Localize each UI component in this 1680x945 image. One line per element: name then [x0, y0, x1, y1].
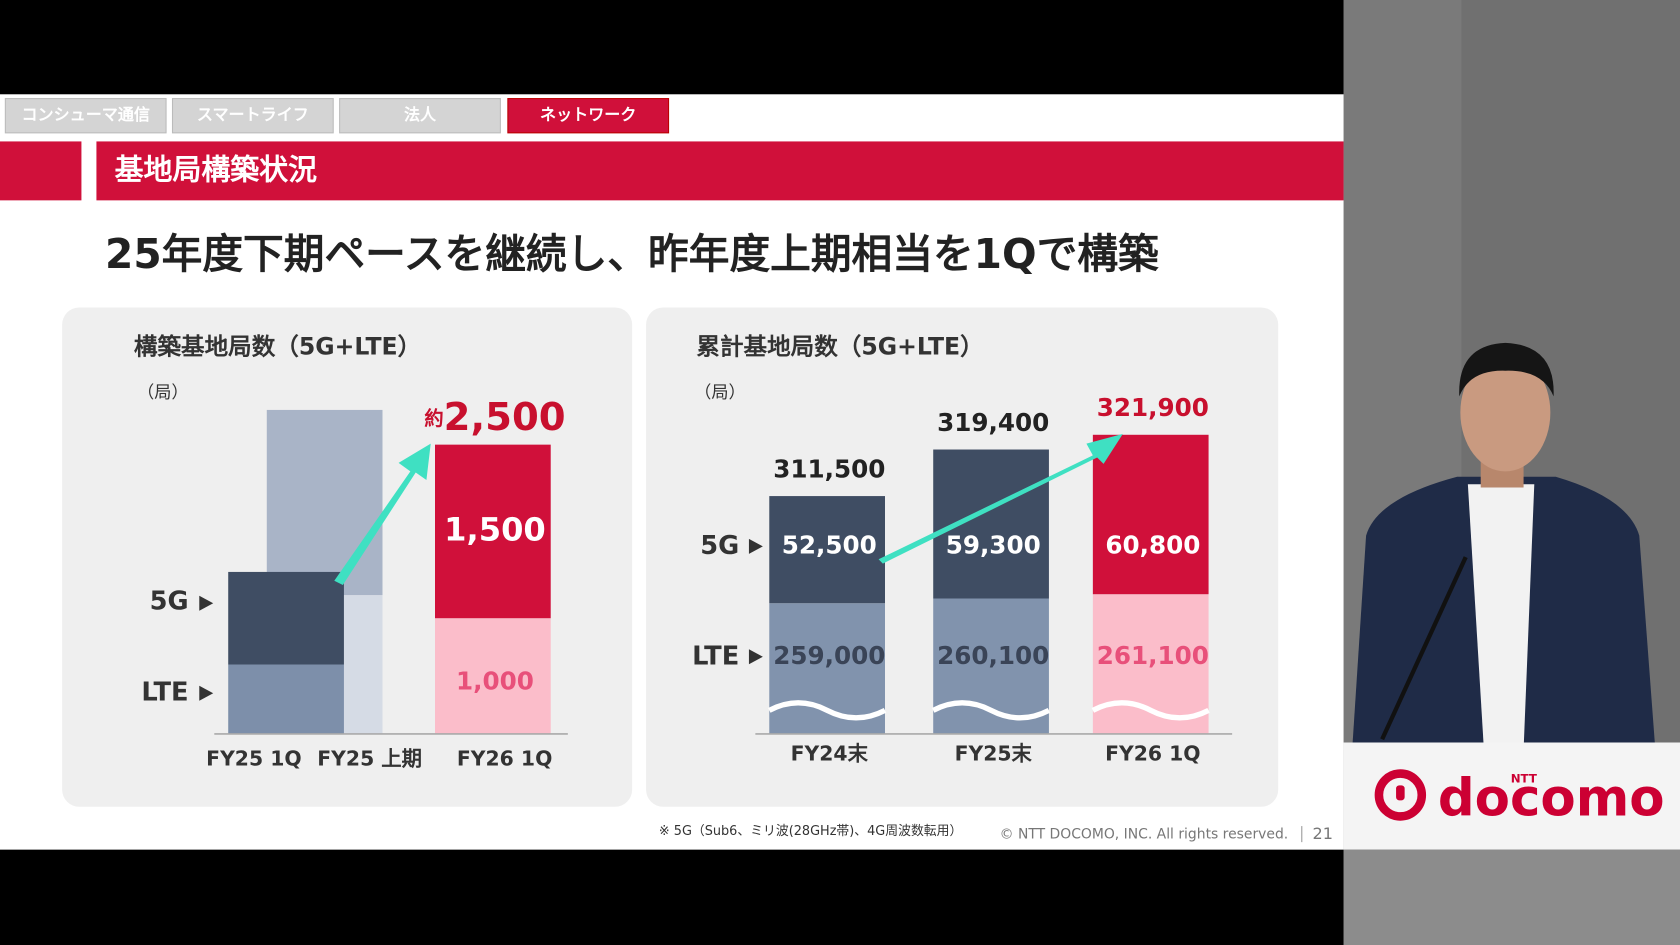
tab[interactable]: [507, 98, 670, 134]
x-tick-label: FY26 1Q: [1105, 741, 1200, 765]
bar-segment: [933, 449, 1049, 599]
legend-arrow: [199, 595, 214, 611]
legend-label: LTE: [141, 678, 188, 708]
logo-parent: NTT: [1511, 771, 1537, 785]
axis-break: [768, 700, 887, 721]
legend-arrow: [748, 538, 763, 554]
value-label: 259,000: [773, 641, 885, 670]
axis-break: [1091, 700, 1210, 721]
arrows: [334, 433, 1123, 585]
value-label: 1,000: [456, 667, 534, 696]
total-value: 311,500: [773, 454, 885, 483]
value-label: 52,500: [782, 530, 877, 559]
legend-arrow: [748, 649, 763, 665]
total-value: 319,400: [937, 408, 1049, 437]
chart-title: 構築基地局数（5G+LTE）: [134, 333, 421, 361]
legend-label: LTE: [692, 641, 739, 671]
bar-segment: [769, 496, 885, 604]
total-label: 321,900: [1097, 393, 1209, 422]
axis-break: [931, 700, 1051, 721]
bar-segment: [1092, 434, 1209, 595]
logo-text: docomo: [1438, 768, 1665, 828]
tab[interactable]: [339, 98, 501, 134]
legend-arrow: [199, 685, 214, 701]
page-number: 21: [1313, 824, 1333, 843]
title-band: [96, 141, 1344, 201]
head: [1460, 353, 1551, 472]
headline: 25年度下期ペースを継続し、昨年度上期相当を1Qで構築: [105, 230, 1159, 278]
tab-label[interactable]: スマートライフ: [197, 105, 309, 124]
bar-segment: [435, 444, 551, 619]
logo-icon: [1374, 769, 1427, 821]
legend-label: 5G: [150, 587, 189, 617]
unit-label: （局）: [694, 383, 745, 403]
unit-label: （局）: [137, 383, 188, 403]
speaker-video: docomo NTT: [1343, 0, 1680, 945]
logo-icon-stem: [1396, 785, 1405, 801]
legend-label: 5G: [700, 531, 739, 561]
copyright: © NTT DOCOMO, INC. All rights reserved.: [1000, 827, 1289, 843]
total-label: 約2,500: [424, 394, 565, 439]
value-label: 260,100: [937, 641, 1049, 670]
x-tick-label: FY24末: [791, 741, 869, 765]
tab-label[interactable]: コンシューマ通信: [21, 105, 150, 124]
section-title: 基地局構築状況: [115, 152, 317, 186]
value-label: 59,300: [946, 530, 1041, 559]
total-label: 319,400: [937, 408, 1049, 437]
total-value: 2,500: [444, 394, 566, 439]
tab[interactable]: [4, 98, 167, 134]
x-tick-label: FY25末: [955, 741, 1033, 765]
bar-segment: [228, 571, 344, 665]
tab-label[interactable]: ネットワーク: [540, 105, 636, 124]
bar-segment: [266, 409, 383, 596]
title-band-left: [0, 141, 82, 201]
charts: 構築基地局数（5G+LTE） （局） FY25 上期 FY25 1Q 1,000 1,50…: [134, 333, 1233, 771]
bar-segment: [228, 664, 344, 734]
bar-segment: [435, 618, 551, 734]
shirt: [1467, 484, 1535, 750]
growth-arrow: [878, 433, 1123, 564]
tab[interactable]: [171, 98, 334, 134]
value-label: 1,500: [444, 510, 546, 548]
podium-base: [1343, 849, 1680, 945]
tab-label[interactable]: 法人: [404, 105, 437, 124]
chart-title: 累計基地局数（5G+LTE）: [696, 333, 983, 361]
total-label: 311,500: [773, 454, 885, 483]
growth-arrow: [334, 443, 431, 585]
x-tick-label: FY25 1Q: [206, 747, 301, 771]
total-prefix: 約: [424, 406, 443, 429]
total-value: 321,900: [1097, 393, 1209, 422]
value-label: 261,100: [1097, 641, 1209, 670]
footnote: ※ 5G（Sub6、ミリ波(28GHz帯)、4G周波数転用）: [659, 824, 962, 839]
x-tick-label: FY25 上期: [317, 747, 422, 771]
value-label: 60,800: [1105, 530, 1200, 559]
hair: [1459, 342, 1554, 397]
x-tick-label: FY26 1Q: [457, 747, 552, 771]
microphone: [1380, 556, 1468, 741]
